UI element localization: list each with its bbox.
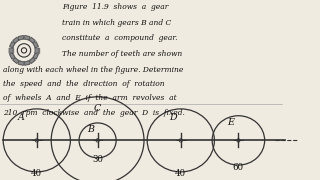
Text: along with each wheel in the figure. Determine: along with each wheel in the figure. Det… (3, 66, 184, 74)
Polygon shape (13, 58, 19, 63)
Text: 40: 40 (31, 169, 42, 178)
Polygon shape (24, 36, 30, 40)
Text: Figure  11.9  shows  a  gear: Figure 11.9 shows a gear (62, 3, 169, 11)
Text: The number of teeth are shown: The number of teeth are shown (62, 50, 183, 58)
Text: constitute  a  compound  gear.: constitute a compound gear. (62, 34, 178, 42)
Polygon shape (18, 61, 24, 65)
Text: 30: 30 (92, 155, 103, 164)
Text: E: E (227, 118, 234, 127)
Polygon shape (36, 48, 39, 53)
Polygon shape (9, 48, 12, 53)
Text: of  wheels  A  and  E  if  the  arm  revolves  at: of wheels A and E if the arm revolves at (3, 94, 177, 102)
Text: 210  rpm  clockwise  and  the  gear  D  is  fixed.: 210 rpm clockwise and the gear D is fixe… (3, 109, 185, 117)
Polygon shape (29, 37, 35, 43)
Polygon shape (10, 53, 15, 59)
Text: the  speed  and  the  direction  of  rotation: the speed and the direction of rotation (3, 80, 165, 88)
Polygon shape (18, 36, 24, 40)
Text: C: C (94, 104, 101, 113)
Text: 60: 60 (233, 163, 244, 172)
Text: train in which gears B and C: train in which gears B and C (62, 19, 172, 26)
Text: 40: 40 (175, 169, 186, 178)
Text: B: B (87, 125, 94, 134)
Text: D: D (169, 113, 177, 122)
Polygon shape (10, 42, 15, 48)
Text: A: A (17, 113, 24, 122)
Polygon shape (24, 61, 30, 65)
Polygon shape (33, 53, 38, 59)
Polygon shape (33, 42, 38, 48)
Polygon shape (13, 37, 19, 43)
Polygon shape (29, 58, 35, 63)
